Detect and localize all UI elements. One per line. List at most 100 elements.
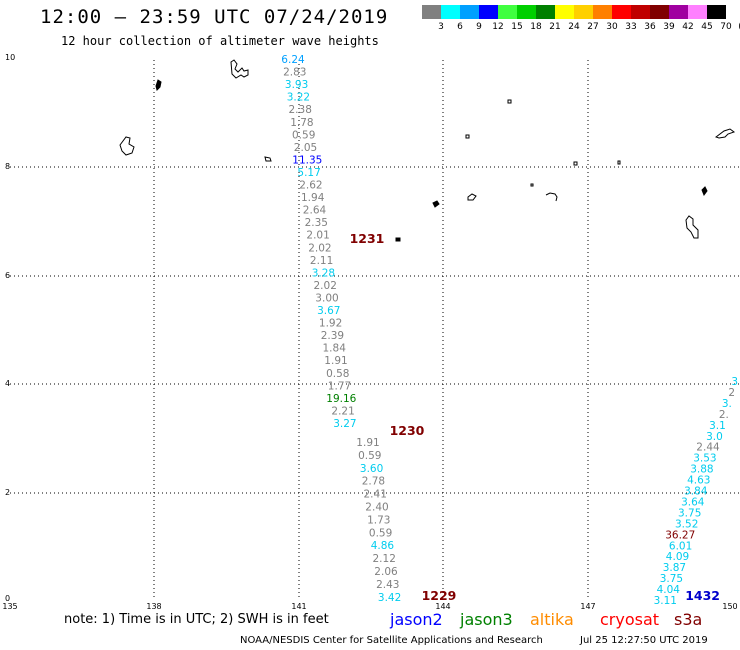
swh-colorbar (422, 5, 726, 19)
footer-note: note: 1) Time is in UTC; 2) SWH is in fe… (64, 612, 329, 627)
swh-reading: 3.84 (684, 486, 708, 498)
swh-reading: 6.24 (281, 54, 305, 66)
coastlines (119, 59, 736, 242)
swh-reading: 3.75 (678, 507, 701, 519)
swh-reading: 3.00 (315, 293, 338, 305)
colorbar-label: 27 (587, 22, 599, 32)
pass-time-label: 1231 (350, 231, 385, 246)
swh-reading: 3 (731, 376, 738, 388)
colorbar-swatch (574, 5, 593, 19)
colorbar-label: 36 (644, 22, 656, 32)
colorbar-label: 12 (492, 22, 504, 32)
colorbar-swatch (441, 5, 460, 19)
swh-reading: 3.27 (333, 418, 356, 430)
swh-reading: 2.43 (376, 579, 399, 591)
swh-reading: 3.93 (285, 79, 308, 91)
swh-reading: 3. (722, 398, 732, 410)
lon-tick-144: 144 (435, 602, 451, 611)
island-outline (119, 136, 135, 156)
swh-reading: 2.05 (294, 142, 317, 154)
colorbar-swatch (517, 5, 536, 19)
swh-reading: 1.91 (356, 437, 379, 449)
lon-tick-135: 135 (2, 602, 18, 611)
gridlines (10, 60, 740, 600)
lon-tick-141: 141 (291, 602, 307, 611)
colorbar-label: 6 (457, 22, 463, 32)
swh-reading: 3.52 (675, 518, 698, 530)
lat-tick-6: 6 (5, 271, 11, 280)
colorbar-swatch (688, 5, 707, 19)
island-outline (395, 237, 401, 242)
island-outline (155, 79, 162, 91)
swh-reading: 3.67 (317, 305, 340, 317)
pass-time-label: 1230 (390, 423, 425, 438)
generated-timestamp: Jul 25 12:27:50 UTC 2019 (580, 635, 708, 646)
colorbar-label: 42 (682, 22, 694, 32)
swh-reading: 3.53 (693, 453, 716, 465)
swh-reading: 2.62 (299, 180, 322, 192)
island-outline (545, 192, 558, 202)
swh-reading: 3.22 (287, 92, 310, 104)
swh-reading: 11.35 (292, 154, 322, 166)
swh-reading: 1.94 (301, 192, 325, 204)
colorbar-swatch (555, 5, 574, 19)
colorbar-label: (ft) (738, 22, 740, 32)
pass-time-label: 1229 (422, 588, 457, 603)
lat-tick-10: 10 (5, 53, 16, 62)
colorbar-swatch (460, 5, 479, 19)
swh-reading: 2.02 (314, 280, 337, 292)
colorbar-swatch (669, 5, 688, 19)
satellite-pass-1229: 1229 (422, 588, 457, 603)
swh-reading: 2.64 (303, 205, 327, 217)
swh-reading: 5.17 (297, 167, 320, 179)
colorbar-label: 39 (663, 22, 675, 32)
lat-tick-0: 0 (5, 594, 11, 603)
colorbar-label: 9 (476, 22, 482, 32)
colorbar-swatch (498, 5, 517, 19)
swh-reading: 2.06 (374, 566, 398, 578)
swh-reading: 2.83 (283, 67, 306, 79)
swh-reading: 1.91 (324, 355, 347, 367)
island-outline (617, 160, 621, 165)
swh-reading: 3.28 (312, 267, 335, 279)
colorbar-swatch (707, 5, 726, 19)
swh-reading: 2.01 (306, 230, 329, 242)
lon-tick-150: 150 (722, 602, 738, 611)
island-outline (465, 134, 470, 139)
swh-reading: 4.86 (371, 540, 395, 552)
swh-reading: 1.77 (328, 380, 351, 392)
swh-reading: 2.12 (373, 553, 396, 565)
swh-reading: 3.87 (663, 562, 686, 574)
swh-reading: 4.09 (666, 551, 689, 563)
swh-reading: 3.0 (706, 431, 723, 443)
colorbar-swatch (612, 5, 631, 19)
colorbar-label: 21 (549, 22, 561, 32)
colorbar-swatch (479, 5, 498, 19)
legend-cryosat: cryosat (600, 610, 660, 629)
swh-reading: 2. (719, 409, 729, 421)
credit-line: NOAA/NESDIS Center for Satellite Applica… (240, 635, 543, 646)
swh-reading: 0.59 (358, 450, 381, 462)
swh-reading: 3.11 (654, 595, 677, 607)
swh-reading: 2.02 (308, 242, 331, 254)
swh-reading: 2.21 (331, 405, 354, 417)
island-outline (467, 193, 477, 201)
colorbar-label: 15 (511, 22, 523, 32)
swh-reading: 2.44 (696, 442, 720, 454)
legend-s3a: s3a (674, 610, 703, 629)
swh-reading: 6.01 (669, 540, 692, 552)
colorbar-swatch (631, 5, 650, 19)
swh-reading: 1.84 (323, 343, 347, 355)
colorbar-swatch (536, 5, 555, 19)
legend-altika: altika (530, 610, 574, 629)
island-outline (573, 161, 578, 166)
swh-reading: 36.27 (665, 529, 695, 541)
colorbar-swatch (593, 5, 612, 19)
island-outline (714, 128, 736, 139)
island-outline (507, 99, 512, 104)
satellite-pass-1432: 323.2.3.13.02.443.533.884.633.843.643.75… (654, 376, 738, 607)
legend-jason3: jason3 (460, 610, 513, 629)
swh-reading: 4.04 (657, 584, 681, 596)
colorbar-label: 45 (701, 22, 713, 32)
